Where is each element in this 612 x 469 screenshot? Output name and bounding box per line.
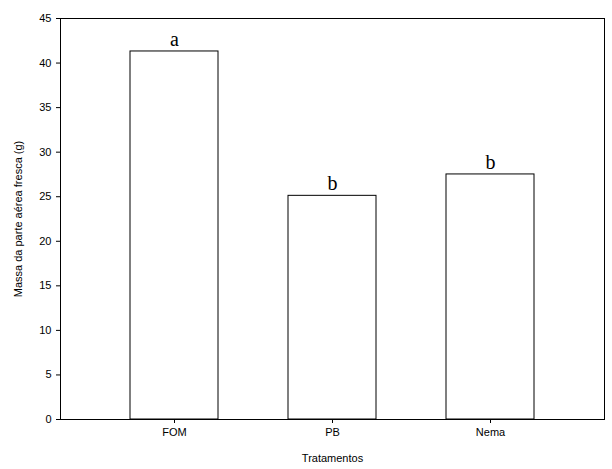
svg-text:b: b [328, 172, 338, 194]
svg-text:5: 5 [45, 368, 51, 380]
svg-text:FOM: FOM [162, 426, 186, 438]
svg-text:b: b [486, 151, 496, 173]
svg-text:Massa da parte aérea fresca (g: Massa da parte aérea fresca (g) [12, 141, 24, 298]
svg-text:a: a [170, 28, 179, 50]
svg-text:10: 10 [39, 324, 51, 336]
svg-text:30: 30 [39, 146, 51, 158]
svg-text:45: 45 [39, 12, 51, 24]
svg-text:0: 0 [45, 413, 51, 425]
svg-text:15: 15 [39, 279, 51, 291]
svg-text:40: 40 [39, 57, 51, 69]
svg-text:35: 35 [39, 101, 51, 113]
svg-text:Tratamentos: Tratamentos [302, 452, 364, 464]
svg-text:Nema: Nema [476, 426, 506, 438]
svg-text:20: 20 [39, 235, 51, 247]
svg-text:25: 25 [39, 190, 51, 202]
svg-text:PB: PB [325, 426, 340, 438]
